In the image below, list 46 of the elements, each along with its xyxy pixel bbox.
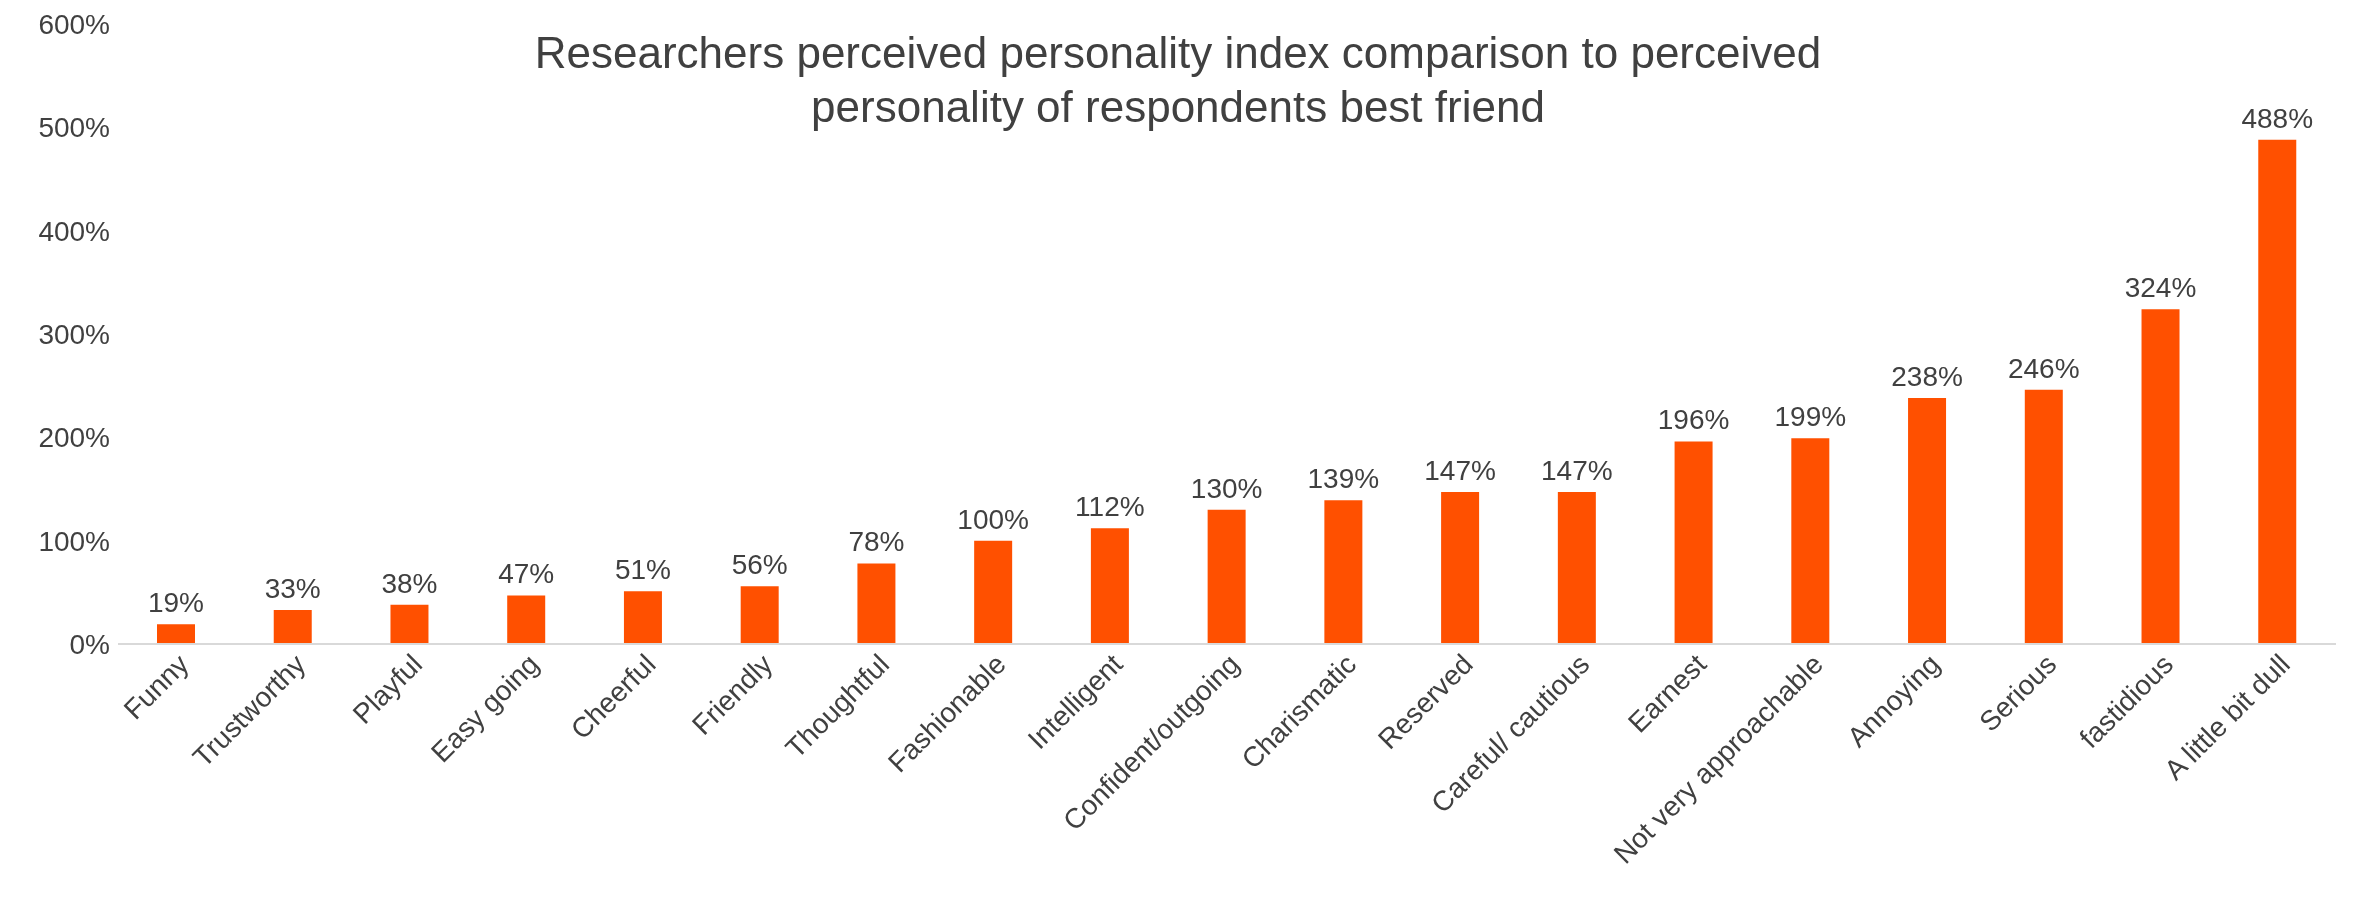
data-label: 147%: [1541, 455, 1613, 487]
y-tick-label: 500%: [38, 112, 110, 144]
bar: [1908, 398, 1947, 644]
data-label: 246%: [2007, 352, 2080, 384]
data-label: 112%: [1075, 491, 1145, 523]
bar: [1324, 500, 1363, 644]
data-label: 47%: [498, 558, 555, 590]
data-label: 147%: [1424, 455, 1496, 487]
y-tick-label: 300%: [38, 318, 110, 350]
data-label: 139%: [1307, 463, 1380, 495]
data-label: 238%: [1891, 361, 1963, 393]
bar: [2258, 139, 2297, 644]
data-label: 324%: [2124, 272, 2197, 304]
data-label: 196%: [1657, 404, 1730, 436]
bar: [390, 604, 429, 644]
data-label: 19%: [147, 587, 205, 619]
bar: [1090, 528, 1129, 644]
bar: [740, 586, 779, 644]
bar: [623, 591, 662, 644]
data-label: 130%: [1190, 472, 1263, 504]
data-label: 100%: [957, 503, 1029, 535]
bar: [2024, 389, 2063, 644]
y-tick-label: 400%: [38, 215, 110, 247]
y-tick-label: 100%: [38, 525, 110, 557]
y-tick-label: 200%: [38, 422, 110, 454]
y-tick-label: 600%: [38, 8, 110, 40]
bar: [157, 624, 195, 644]
data-label: 78%: [848, 526, 905, 558]
bar: [273, 609, 312, 644]
data-label: 488%: [2241, 102, 2314, 134]
bar: [1207, 509, 1246, 644]
bar: [1791, 438, 1830, 644]
bar: [974, 540, 1013, 644]
bar: [1557, 492, 1596, 644]
data-label: 51%: [614, 554, 671, 586]
text: Researchers perceived personality index comparison to perceived personality of respondents best friend: [533, 27, 1823, 133]
bar: [1674, 441, 1713, 644]
data-label: 199%: [1774, 401, 1847, 433]
bar: [507, 595, 546, 644]
data-label: 38%: [381, 567, 438, 599]
y-tick-label: 0%: [69, 628, 110, 660]
data-label: 33%: [264, 572, 321, 604]
bar: [857, 563, 896, 644]
bar: [2141, 309, 2180, 644]
bar: [1441, 492, 1480, 644]
data-label: 56%: [731, 549, 788, 581]
